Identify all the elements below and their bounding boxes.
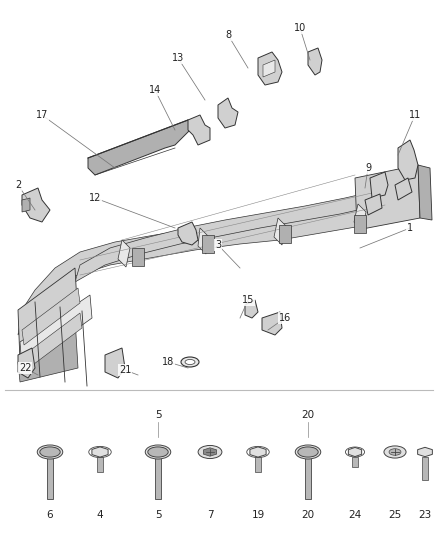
Text: 8: 8 bbox=[225, 30, 231, 40]
Ellipse shape bbox=[40, 447, 60, 457]
Text: 5: 5 bbox=[155, 410, 161, 420]
Polygon shape bbox=[305, 458, 311, 499]
Polygon shape bbox=[22, 198, 30, 212]
Text: 24: 24 bbox=[348, 510, 362, 520]
Polygon shape bbox=[47, 458, 53, 499]
Ellipse shape bbox=[198, 446, 222, 458]
Polygon shape bbox=[188, 115, 210, 145]
Text: 2: 2 bbox=[15, 180, 21, 190]
Polygon shape bbox=[308, 48, 322, 75]
Text: 5: 5 bbox=[155, 510, 161, 520]
Polygon shape bbox=[348, 447, 362, 457]
Polygon shape bbox=[263, 60, 275, 77]
Polygon shape bbox=[20, 295, 92, 368]
Text: 15: 15 bbox=[242, 295, 254, 305]
Polygon shape bbox=[18, 318, 78, 382]
Polygon shape bbox=[418, 165, 432, 220]
Polygon shape bbox=[250, 447, 266, 457]
Text: 6: 6 bbox=[47, 510, 53, 520]
Text: 10: 10 bbox=[294, 23, 306, 33]
Polygon shape bbox=[422, 457, 428, 480]
Text: 25: 25 bbox=[389, 510, 402, 520]
Polygon shape bbox=[22, 288, 80, 345]
Polygon shape bbox=[178, 222, 198, 245]
Polygon shape bbox=[418, 447, 432, 457]
Polygon shape bbox=[262, 312, 282, 335]
Polygon shape bbox=[105, 348, 125, 378]
Polygon shape bbox=[92, 447, 108, 457]
Polygon shape bbox=[274, 218, 286, 245]
Polygon shape bbox=[370, 172, 388, 198]
Polygon shape bbox=[354, 215, 366, 233]
Polygon shape bbox=[355, 165, 420, 230]
Polygon shape bbox=[395, 178, 412, 200]
Text: 23: 23 bbox=[418, 510, 431, 520]
Text: 7: 7 bbox=[207, 510, 213, 520]
Polygon shape bbox=[155, 458, 161, 499]
Text: 14: 14 bbox=[149, 85, 161, 95]
Text: 9: 9 bbox=[365, 163, 371, 173]
Polygon shape bbox=[75, 183, 412, 282]
Ellipse shape bbox=[298, 447, 318, 457]
Ellipse shape bbox=[389, 449, 401, 455]
Polygon shape bbox=[118, 240, 130, 267]
Polygon shape bbox=[18, 348, 35, 378]
Polygon shape bbox=[203, 448, 217, 456]
Ellipse shape bbox=[37, 445, 63, 459]
Polygon shape bbox=[198, 228, 208, 254]
Polygon shape bbox=[255, 457, 261, 472]
Text: 16: 16 bbox=[279, 313, 291, 323]
Text: 11: 11 bbox=[409, 110, 421, 120]
Polygon shape bbox=[18, 192, 418, 335]
Ellipse shape bbox=[148, 447, 168, 457]
Polygon shape bbox=[398, 140, 418, 180]
Polygon shape bbox=[18, 268, 78, 362]
Polygon shape bbox=[97, 457, 102, 472]
Polygon shape bbox=[24, 313, 82, 370]
Text: 12: 12 bbox=[89, 193, 101, 203]
Text: 4: 4 bbox=[97, 510, 103, 520]
Polygon shape bbox=[22, 188, 50, 222]
Polygon shape bbox=[202, 235, 214, 253]
Polygon shape bbox=[279, 225, 291, 243]
Polygon shape bbox=[132, 248, 144, 266]
Polygon shape bbox=[258, 52, 282, 85]
Polygon shape bbox=[353, 457, 357, 467]
Text: 22: 22 bbox=[19, 363, 31, 373]
Text: 18: 18 bbox=[162, 357, 174, 367]
Text: 1: 1 bbox=[407, 223, 413, 233]
Ellipse shape bbox=[185, 359, 195, 365]
Text: 20: 20 bbox=[301, 410, 314, 420]
Polygon shape bbox=[365, 194, 382, 215]
Polygon shape bbox=[354, 204, 366, 230]
Polygon shape bbox=[88, 120, 192, 175]
Text: 19: 19 bbox=[251, 510, 265, 520]
Text: 21: 21 bbox=[119, 365, 131, 375]
Ellipse shape bbox=[295, 445, 321, 459]
Text: 20: 20 bbox=[301, 510, 314, 520]
Ellipse shape bbox=[384, 446, 406, 458]
Ellipse shape bbox=[145, 445, 171, 459]
Ellipse shape bbox=[181, 357, 199, 367]
Text: 13: 13 bbox=[172, 53, 184, 63]
Text: 17: 17 bbox=[36, 110, 48, 120]
Polygon shape bbox=[218, 98, 238, 128]
Polygon shape bbox=[245, 300, 258, 318]
Text: 3: 3 bbox=[215, 240, 221, 250]
